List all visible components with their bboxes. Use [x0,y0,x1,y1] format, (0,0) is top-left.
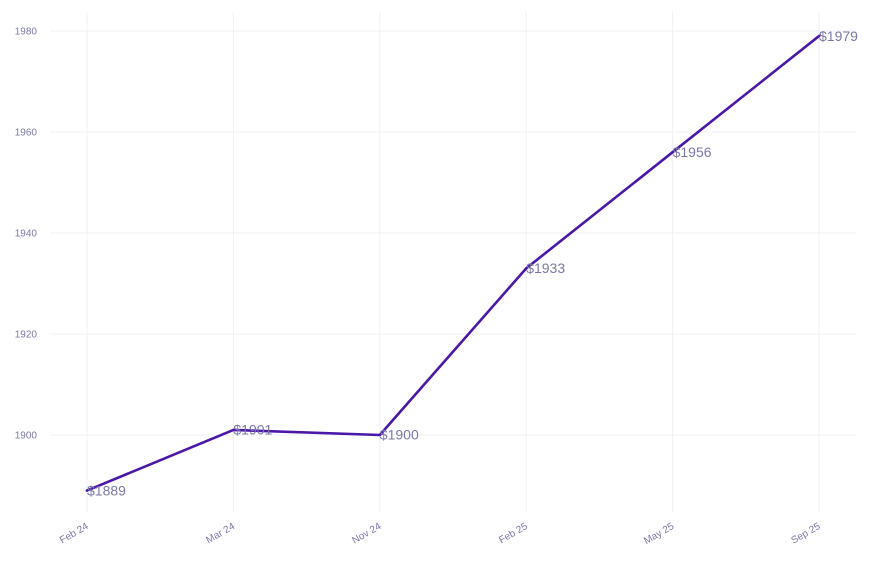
y-axis-ticks: 1900 1920 1940 1960 1980 [15,27,38,442]
grid-lines [50,12,856,512]
data-labels: $1889 $1901 $1900 $1933 $1956 $1979 [87,28,858,498]
x-tick-label: May 25 [642,521,676,547]
data-point [524,267,528,270]
data-label: $1933 [526,260,565,276]
x-tick-label: Mar 24 [204,521,237,546]
x-axis-ticks: Feb 24 Mar 24 Nov 24 Feb 25 May 25 Sep 25 [58,521,823,547]
data-label: $1901 [233,422,272,438]
y-tick-label: 1980 [15,27,38,38]
data-label: $1889 [87,482,126,498]
data-point [232,428,235,432]
data-label: $1979 [819,28,858,44]
x-tick-label: Feb 25 [497,521,530,546]
data-point [671,150,674,154]
y-tick-label: 1900 [15,431,38,442]
x-tick-label: Feb 24 [58,521,91,546]
data-label: $1900 [380,427,419,443]
data-point [85,489,89,492]
data-point [817,34,821,38]
y-tick-label: 1920 [15,330,38,341]
series-group [85,34,821,492]
data-label: $1956 [673,144,712,160]
y-tick-label: 1960 [15,128,38,139]
x-tick-label: Nov 24 [350,521,383,547]
y-tick-label: 1940 [15,229,38,240]
data-point [378,433,382,437]
series-line [85,34,821,492]
x-tick-label: Sep 25 [790,521,823,547]
